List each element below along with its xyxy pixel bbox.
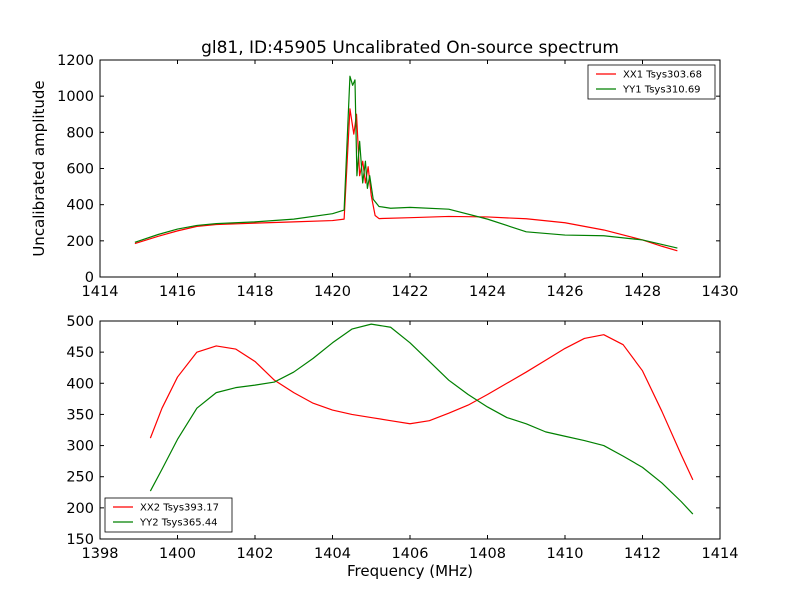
chart2-x-tick-label: 1412 xyxy=(624,546,661,562)
chart2-y-tick-label: 350 xyxy=(66,407,94,423)
chart1-x-tick-label: 1426 xyxy=(547,284,584,300)
chart2-y-tick-label: 200 xyxy=(66,501,94,517)
chart2-x-tick-label: 1408 xyxy=(469,546,506,562)
chart2-y-tick-label: 400 xyxy=(66,376,94,392)
chart1-x-tick-label: 1416 xyxy=(159,284,196,300)
chart2-x-tick-label: 1402 xyxy=(237,546,274,562)
chart1-y-tick-label: 1200 xyxy=(57,53,94,69)
chart1-y-axis-label: Uncalibrated amplitude xyxy=(30,80,48,256)
chart1-x-tick-label: 1422 xyxy=(392,284,429,300)
chart1-y-tick-label: 400 xyxy=(66,198,94,214)
chart2-series-1-line xyxy=(149,334,694,481)
chart2-legend-box xyxy=(104,497,233,533)
chart2-x-tick-label: 1410 xyxy=(547,546,584,562)
chart1-y-tick-label: 800 xyxy=(66,125,94,141)
chart2-y-tick-label: 250 xyxy=(66,470,94,486)
chart2-x-tick-label: 1406 xyxy=(392,546,429,562)
top-spectrum-panel: 1414 1416 1418 1420 1422 1424 1426 1428 1430 0 200… xyxy=(30,53,738,300)
chart2-x-axis-label: Frequency (MHz) xyxy=(347,562,473,580)
chart1-x-tick-label: 1420 xyxy=(314,284,351,300)
chart1-y-tick-label: 0 xyxy=(85,270,94,286)
chart1-x-tick-label: 1428 xyxy=(624,284,661,300)
chart1-x-tick-label: 1418 xyxy=(237,284,274,300)
chart1-x-tick-label: 1414 xyxy=(82,284,119,300)
chart1-legend-label-1: XX1 Tsys303.68 xyxy=(623,70,702,81)
chart1-legend-box xyxy=(587,64,716,100)
chart2-x-tick-label: 1398 xyxy=(82,546,119,562)
figure-title: gl81, ID:45905 Uncalibrated On-source sp… xyxy=(201,38,619,58)
chart1-legend: XX1 Tsys303.68 YY1 Tsys310.69 xyxy=(587,64,716,100)
chart2-y-tick-label: 150 xyxy=(66,532,94,548)
chart2-series-2-line xyxy=(149,323,694,515)
chart1-y-tick-label: 600 xyxy=(66,162,94,178)
chart1-x-tick-label: 1424 xyxy=(469,284,506,300)
chart1-series-2-line xyxy=(134,75,678,249)
chart1-y-tick-label: 1000 xyxy=(57,89,94,105)
chart2-legend: XX2 Tsys393.17 YY2 Tsys365.44 xyxy=(104,497,233,533)
chart1-y-tick-label: 200 xyxy=(66,234,94,250)
chart2-x-tick-label: 1404 xyxy=(314,546,351,562)
chart2-y-tick-label: 500 xyxy=(66,314,94,330)
chart2-legend-label-2: YY2 Tsys365.44 xyxy=(139,518,218,529)
chart1-legend-label-2: YY1 Tsys310.69 xyxy=(622,85,701,96)
chart2-x-tick-label: 1400 xyxy=(159,546,196,562)
chart2-y-tick-label: 300 xyxy=(66,439,94,455)
chart2-legend-label-1: XX2 Tsys393.17 xyxy=(140,503,219,514)
chart2-x-tick-label: 1414 xyxy=(702,546,739,562)
bottom-spectrum-panel: 1398 1400 1402 1404 1406 1408 1410 1412 1414 150 2… xyxy=(66,314,738,580)
chart2-y-tick-label: 450 xyxy=(66,345,94,361)
chart1-x-tick-label: 1430 xyxy=(702,284,739,300)
